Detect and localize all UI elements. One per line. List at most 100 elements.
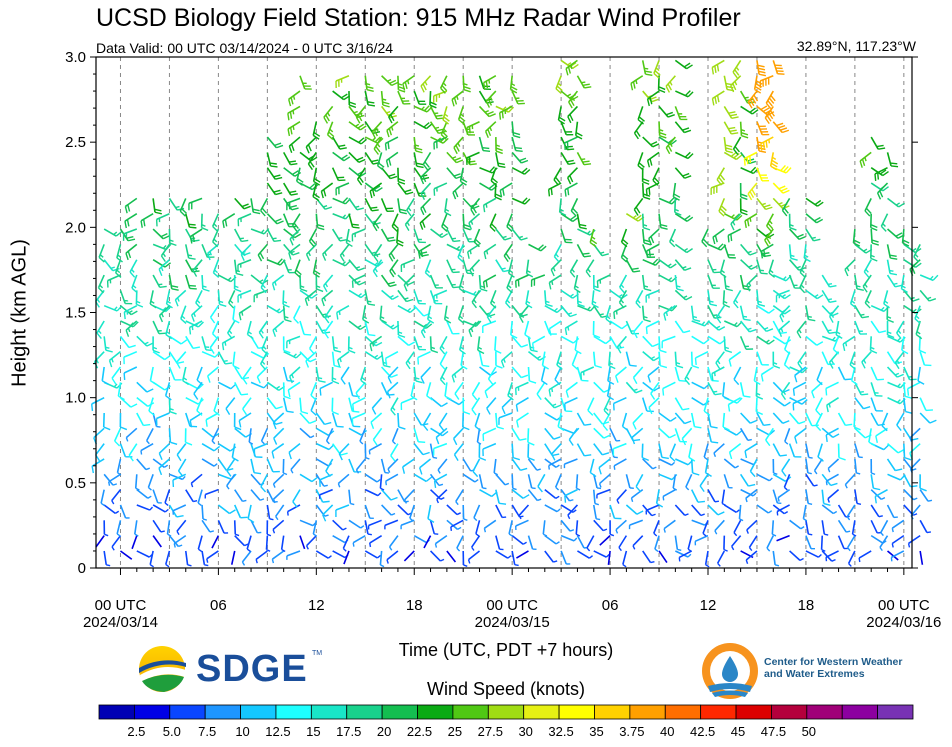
wind-barb xyxy=(195,289,203,309)
wind-barb xyxy=(273,427,285,445)
wind-barb xyxy=(794,366,807,383)
wind-barb xyxy=(191,305,203,322)
wind-barb xyxy=(886,259,898,276)
wind-barb xyxy=(723,136,733,154)
wind-barb xyxy=(625,259,641,273)
wind-barb xyxy=(266,136,284,149)
wind-barb xyxy=(642,550,655,564)
wind-barb xyxy=(870,519,882,534)
wind-barb xyxy=(777,488,791,502)
wind-barb xyxy=(903,397,913,414)
x-tick-date-label: 2024/03/15 xyxy=(475,614,550,631)
wind-barb xyxy=(441,213,449,232)
wind-barb xyxy=(739,336,754,350)
wind-barb xyxy=(881,412,889,432)
wind-barb xyxy=(177,458,187,477)
colorbar-label: Wind Speed (knots) xyxy=(426,679,586,699)
wind-barb xyxy=(870,489,886,500)
wind-barb xyxy=(400,258,415,273)
wind-barb xyxy=(746,274,758,292)
wind-barb xyxy=(429,520,439,535)
wind-barb xyxy=(527,489,542,502)
wind-barb xyxy=(413,336,426,351)
wind-barb xyxy=(886,305,894,323)
y-tick-label: 2.5 xyxy=(65,134,86,151)
wind-barb xyxy=(149,550,154,568)
wind-barb xyxy=(388,535,399,551)
wind-barb xyxy=(305,351,317,368)
wind-barb xyxy=(95,443,105,462)
y-tick-label: 1.0 xyxy=(65,390,86,407)
wind-barb xyxy=(348,259,365,272)
wind-barb xyxy=(632,412,644,430)
wind-barb xyxy=(504,289,513,309)
wind-barb xyxy=(444,198,452,217)
wind-barb xyxy=(275,504,285,521)
wind-barb xyxy=(511,167,531,175)
wind-barb xyxy=(246,535,252,553)
y-tick-label: 0.5 xyxy=(65,475,86,492)
wind-barb xyxy=(152,535,162,548)
wind-barb xyxy=(417,350,431,365)
wind-barb xyxy=(864,198,872,217)
wind-barb xyxy=(282,458,288,476)
wind-barb xyxy=(451,90,464,107)
wind-barb xyxy=(348,136,367,145)
wind-barb xyxy=(575,520,581,537)
wind-barb xyxy=(337,351,350,367)
wind-barb xyxy=(665,75,676,93)
wind-barb xyxy=(119,412,128,431)
wind-barb xyxy=(641,213,651,231)
wind-barb xyxy=(465,151,480,165)
wind-barb xyxy=(592,504,601,521)
y-tick-label: 2.0 xyxy=(65,219,86,236)
wind-barb xyxy=(152,320,167,335)
wind-barb xyxy=(462,213,471,231)
wind-barb xyxy=(805,213,824,224)
wind-barb xyxy=(98,244,105,263)
wind-barb xyxy=(91,458,105,474)
wind-barb xyxy=(348,397,360,413)
wind-barb xyxy=(768,259,776,278)
wind-barb xyxy=(471,535,481,551)
wind-barb xyxy=(282,182,298,196)
wind-barb xyxy=(422,151,432,171)
wind-barb xyxy=(188,320,203,335)
wind-barb xyxy=(325,458,334,478)
wind-barb xyxy=(424,259,432,278)
wind-barb xyxy=(331,228,347,242)
wind-barb xyxy=(576,152,592,166)
wind-barb xyxy=(212,259,220,278)
wind-barb xyxy=(506,274,513,294)
wind-barb xyxy=(707,259,721,274)
wind-barb xyxy=(282,259,296,274)
wind-barb xyxy=(675,550,692,558)
wind-barb xyxy=(511,90,525,105)
wind-barb xyxy=(710,182,725,195)
wind-barb xyxy=(821,274,837,288)
wind-barb xyxy=(576,443,592,457)
wind-barb xyxy=(266,381,286,392)
wind-barb xyxy=(342,535,350,552)
wind-barb xyxy=(335,504,350,518)
wind-barb xyxy=(176,519,187,536)
wind-barb xyxy=(282,152,298,166)
wind-barb xyxy=(707,290,718,307)
wind-barb xyxy=(124,213,138,229)
wind-barb xyxy=(271,550,285,564)
wind-barb xyxy=(792,381,807,396)
wind-barb xyxy=(467,243,480,259)
wind-barb xyxy=(106,274,121,288)
wind-barb xyxy=(391,213,399,232)
wind-barb xyxy=(287,121,301,137)
wind-barb xyxy=(825,473,839,486)
wind-barb xyxy=(805,473,818,487)
wind-barb xyxy=(103,504,120,515)
wind-barb xyxy=(290,458,301,474)
wind-barb xyxy=(426,382,433,401)
wind-barb xyxy=(400,519,415,530)
wind-barb xyxy=(620,244,629,263)
wind-barb xyxy=(653,60,661,79)
wind-barb xyxy=(397,167,406,185)
wind-barb xyxy=(745,489,758,503)
